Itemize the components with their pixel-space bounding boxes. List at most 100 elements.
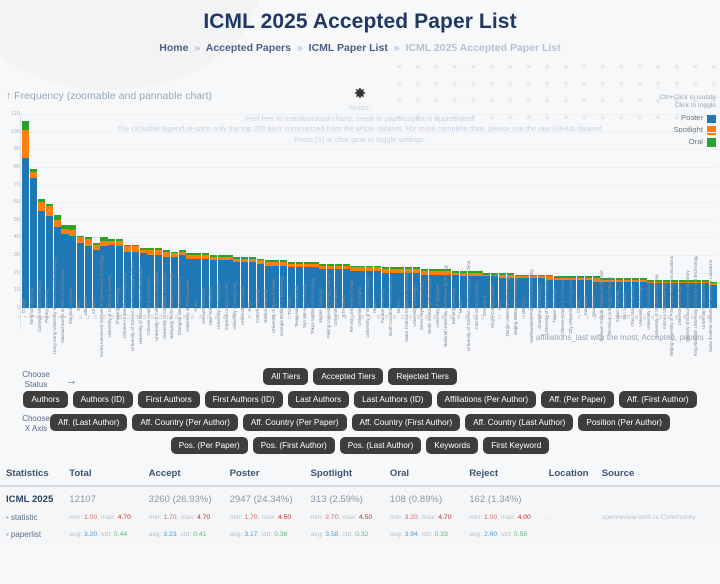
chart-bar[interactable]: Johns Hopkins University (419, 269, 428, 331)
chart-bar[interactable]: Sun Yat-sen University (302, 262, 311, 328)
chart-bar[interactable]: Google (21, 121, 30, 313)
chart-bar[interactable]: King's College London (490, 272, 499, 328)
chart-bar[interactable]: Peking University (44, 203, 53, 323)
chart-bar[interactable]: Tianjin University of Technology (505, 272, 514, 337)
chart-bar[interactable]: Shanghai Jiao Tong University (177, 249, 186, 335)
chart-bar[interactable]: King Abdullah University of Science and … (693, 256, 702, 356)
chart-bar[interactable]: Imperial College London (224, 255, 233, 330)
chart-legend[interactable]: Ctrl+Click to isolate Click to toggle Po… (659, 94, 716, 147)
chart-bar[interactable]: City University of Hong Kong (568, 276, 577, 334)
breadcrumb-item-home[interactable]: Home (159, 42, 189, 54)
chart-bar[interactable]: Harvard University (201, 253, 210, 324)
chart-bar[interactable]: Sichuan Artificial Intelligence Institut… (599, 270, 608, 342)
chart-bar[interactable]: University of Amsterdam (646, 279, 655, 330)
chart-bar[interactable]: University of California, Los Angeles (154, 248, 163, 341)
chart-bar[interactable]: University of Alberta (677, 279, 686, 325)
chart-bar[interactable]: North Carolina State University (388, 267, 397, 336)
chart-bar[interactable]: Jilin University (622, 278, 632, 320)
chart-bar[interactable]: Xidian University (615, 278, 624, 322)
chart-bar[interactable]: University of Science and Technology of … (130, 244, 139, 351)
xaxis-button-pos-first-author-[interactable]: Pos. (First Author) (252, 437, 335, 454)
chart-bar[interactable]: University of Chicago (412, 267, 421, 327)
chart-bar[interactable]: Qualcomm (591, 276, 600, 317)
chart-bar[interactable]: Huawei (372, 265, 382, 313)
filter-controls[interactable]: Choose Status → All Tiers Accepted Tiers R… (0, 368, 720, 454)
chart-bar[interactable]: University of California, Berkeley (107, 239, 116, 337)
xaxis-button-aff-per-paper-[interactable]: Aff. (Per Paper) (541, 391, 614, 408)
chart-bar[interactable]: Beijing University of Posts and Telecomm… (669, 256, 678, 356)
chart-bar[interactable]: Chinese Academy of Sciences (560, 276, 569, 336)
chart-bar[interactable]: Arizona State University (662, 279, 671, 329)
chart-bar[interactable]: University of Toronto (333, 263, 342, 326)
chart-bar[interactable]: Swiss Federal Institute of Technology La… (708, 260, 717, 352)
chart-bar[interactable]: University of Cambridge (216, 255, 225, 329)
chart-bar[interactable]: Beijing Institute of Technology (513, 274, 522, 335)
xaxis-button-row-2[interactable]: Aff. (Last Author) Aff. Country (Per Auth… (0, 414, 720, 431)
chart-bar[interactable]: Korea Advanced Institute of Science and … (99, 237, 108, 357)
chart-bar[interactable]: University of British Columbia (544, 274, 553, 335)
legend-item-poster[interactable]: Poster (659, 113, 716, 123)
chart-bar[interactable]: University of Pennsylvania (185, 253, 194, 332)
xaxis-button-first-authors[interactable]: First Authors (137, 391, 200, 408)
status-button-all-tiers[interactable]: All Tiers (263, 368, 309, 385)
chart-bar[interactable]: Tsinghua University (29, 168, 38, 325)
chart-bar[interactable]: Samsung (583, 276, 592, 315)
chart-bar[interactable]: Cornell University (255, 258, 264, 323)
status-button-row[interactable]: All Tiers Accepted Tiers Rejected Tiers (0, 368, 720, 385)
xaxis-button-aff-country-per-author-[interactable]: Aff. Country (Per Author) (132, 414, 238, 431)
chart-bar[interactable]: University of Illinois Urbana-Champaign (138, 248, 147, 344)
chart-plot-area[interactable]: 0 10 20 30 40 50 60 70 80 90 100 110 Google Tsinghua… (0, 111, 720, 357)
chart-bar[interactable]: Apple (193, 253, 202, 312)
gear-icon[interactable] (354, 87, 367, 100)
xaxis-button-aff-country-per-paper-[interactable]: Aff. Country (Per Paper) (242, 414, 347, 431)
chart-bar[interactable]: University of Wisconsin-Madison (365, 265, 374, 338)
chart-bar[interactable]: Ohio State University (630, 278, 639, 327)
chart-bar[interactable]: Stanford University (68, 225, 77, 324)
chart-bar[interactable]: ETH Zurich (341, 263, 350, 317)
status-button-accepted-tiers[interactable]: Accepted Tiers (313, 368, 384, 385)
chart-bar[interactable]: New York University (208, 255, 217, 325)
chart-bar[interactable]: Georgia Institute of Technology (279, 260, 288, 336)
chart-bar[interactable]: Northwestern Polytechnical University (529, 269, 538, 343)
chart-bar[interactable]: University of Science and Technology of … (466, 261, 475, 351)
legend-item-oral[interactable]: Oral (659, 137, 716, 147)
chart-bar[interactable]: University of Virginia (357, 265, 366, 326)
chart-bar[interactable]: Tokyo Institute of Technology (310, 262, 319, 334)
xaxis-button-aff-last-author-[interactable]: Aff. (Last Author) (50, 414, 128, 431)
chart-bar[interactable]: Microsoft (83, 237, 92, 315)
xaxis-button-aff-country-last-author-[interactable]: Aff. Country (Last Author) (465, 414, 574, 431)
xaxis-button-authors-id-[interactable]: Authors (ID) (72, 391, 133, 408)
chart-bars[interactable]: Google Tsinghua University Carnegie Mellon… (21, 114, 718, 357)
chart-bar[interactable]: University of Hong Kong (232, 256, 241, 330)
chart-bar[interactable]: Massachusetts Institute of Technology (60, 225, 69, 343)
status-button-rejected-tiers[interactable]: Rejected Tiers (388, 368, 457, 385)
chart-bar[interactable]: Peking University Health Science (326, 263, 335, 338)
chart-bar[interactable]: EPFL (247, 256, 257, 312)
chart-bar[interactable]: Hong Kong University of Science and Tech… (52, 214, 61, 354)
xaxis-button-last-authors-id-[interactable]: Last Authors (ID) (354, 391, 432, 408)
chart-bar[interactable]: University of Texas at Austin (271, 260, 280, 333)
xaxis-button-position-per-author-[interactable]: Position (Per Author) (578, 414, 670, 431)
chart-bar[interactable]: MBZUAI (521, 274, 530, 314)
breadcrumb-item-accepted-papers[interactable]: Accepted Papers (205, 42, 291, 54)
xaxis-button-authors[interactable]: Authors (23, 391, 68, 408)
breadcrumb-item-icml-paper-list[interactable]: ICML Paper List (308, 42, 388, 54)
chart-bar[interactable]: Chinese Academy of Sciences (146, 248, 155, 336)
chart-bar[interactable]: Purdue University (380, 267, 389, 323)
chart-bar[interactable]: Technion (287, 262, 296, 315)
chart-bar[interactable]: University of Melbourne (701, 279, 710, 329)
chart-bar[interactable]: University of Chicago (638, 278, 647, 327)
chart-bar[interactable]: Ministry of Education Key Laboratory (685, 270, 694, 342)
xaxis-button-row-3[interactable]: Pos. (Per Paper) Pos. (First Author) Pos. … (0, 437, 720, 454)
frequency-chart[interactable]: ↑ Frequency (zoomable and pannable chart… (0, 87, 720, 362)
chart-bar[interactable]: National University of Defense Technolog… (443, 265, 452, 347)
chart-bar[interactable]: CSIRO (576, 276, 585, 313)
chart-bar[interactable]: Tulane University (552, 276, 561, 323)
chart-bar[interactable]: Technical University of Munich (607, 277, 616, 335)
chart-bar[interactable]: Carnegie Mellon University (37, 198, 46, 332)
chart-bar[interactable]: Wuhan University (318, 263, 327, 323)
xaxis-button-keywords[interactable]: Keywords (426, 437, 479, 454)
xaxis-button-row-1[interactable]: Authors Authors (ID) First Authors First Au… (0, 391, 720, 408)
chart-bar[interactable]: NAVER (458, 271, 467, 314)
chart-bar[interactable]: University of Oxford (240, 256, 249, 325)
